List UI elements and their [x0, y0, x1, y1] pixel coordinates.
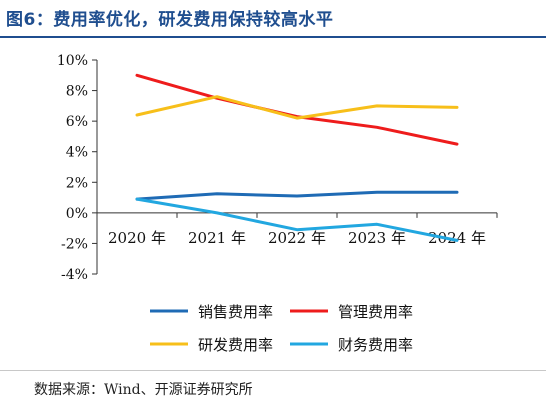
series-line-2 [135, 73, 459, 146]
line-chart: 10% 8% 6% 4% 2% 0% -2% -4% 2020 年 2021 年 2022 年 202… [57, 53, 498, 354]
y-tick-label: 0% [66, 206, 88, 222]
y-tick-label: 4% [66, 145, 88, 161]
y-tick-label: 10% [57, 53, 88, 69]
figure-header: 图6：费用率优化，研发费用保持较高水平 [0, 0, 546, 38]
series-line-1 [135, 190, 459, 201]
x-tick-label: 2024 年 [428, 229, 486, 247]
x-tick-label: 2022 年 [268, 229, 326, 247]
y-tick-label: 6% [66, 114, 88, 130]
legend-label-3: 研发费用率 [198, 336, 273, 354]
legend-label-2: 管理费用率 [338, 303, 413, 321]
y-tick-label: 2% [66, 175, 88, 191]
legend-label-4: 财务费用率 [338, 336, 413, 354]
x-tick-label: 2023 年 [348, 229, 406, 247]
y-tick-label: -4% [61, 267, 88, 283]
y-tick-label: -2% [61, 236, 88, 252]
legend-label-1: 销售费用率 [198, 303, 273, 321]
figure-title: 图6：费用率优化，研发费用保持较高水平 [6, 10, 334, 30]
series-line-3 [135, 95, 459, 120]
source-note: 数据来源：Wind、开源证券研究所 [34, 382, 253, 398]
series-line-4 [135, 197, 459, 242]
x-tick-label: 2021 年 [188, 229, 246, 247]
x-tick-label: 2020 年 [108, 229, 166, 247]
y-tick-label: 8% [66, 84, 88, 100]
figure-footer: 数据来源：Wind、开源证券研究所 [0, 370, 546, 406]
